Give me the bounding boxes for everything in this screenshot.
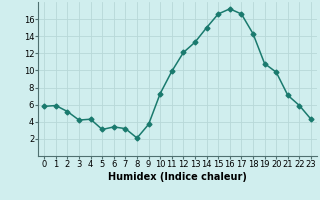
X-axis label: Humidex (Indice chaleur): Humidex (Indice chaleur) <box>108 172 247 182</box>
